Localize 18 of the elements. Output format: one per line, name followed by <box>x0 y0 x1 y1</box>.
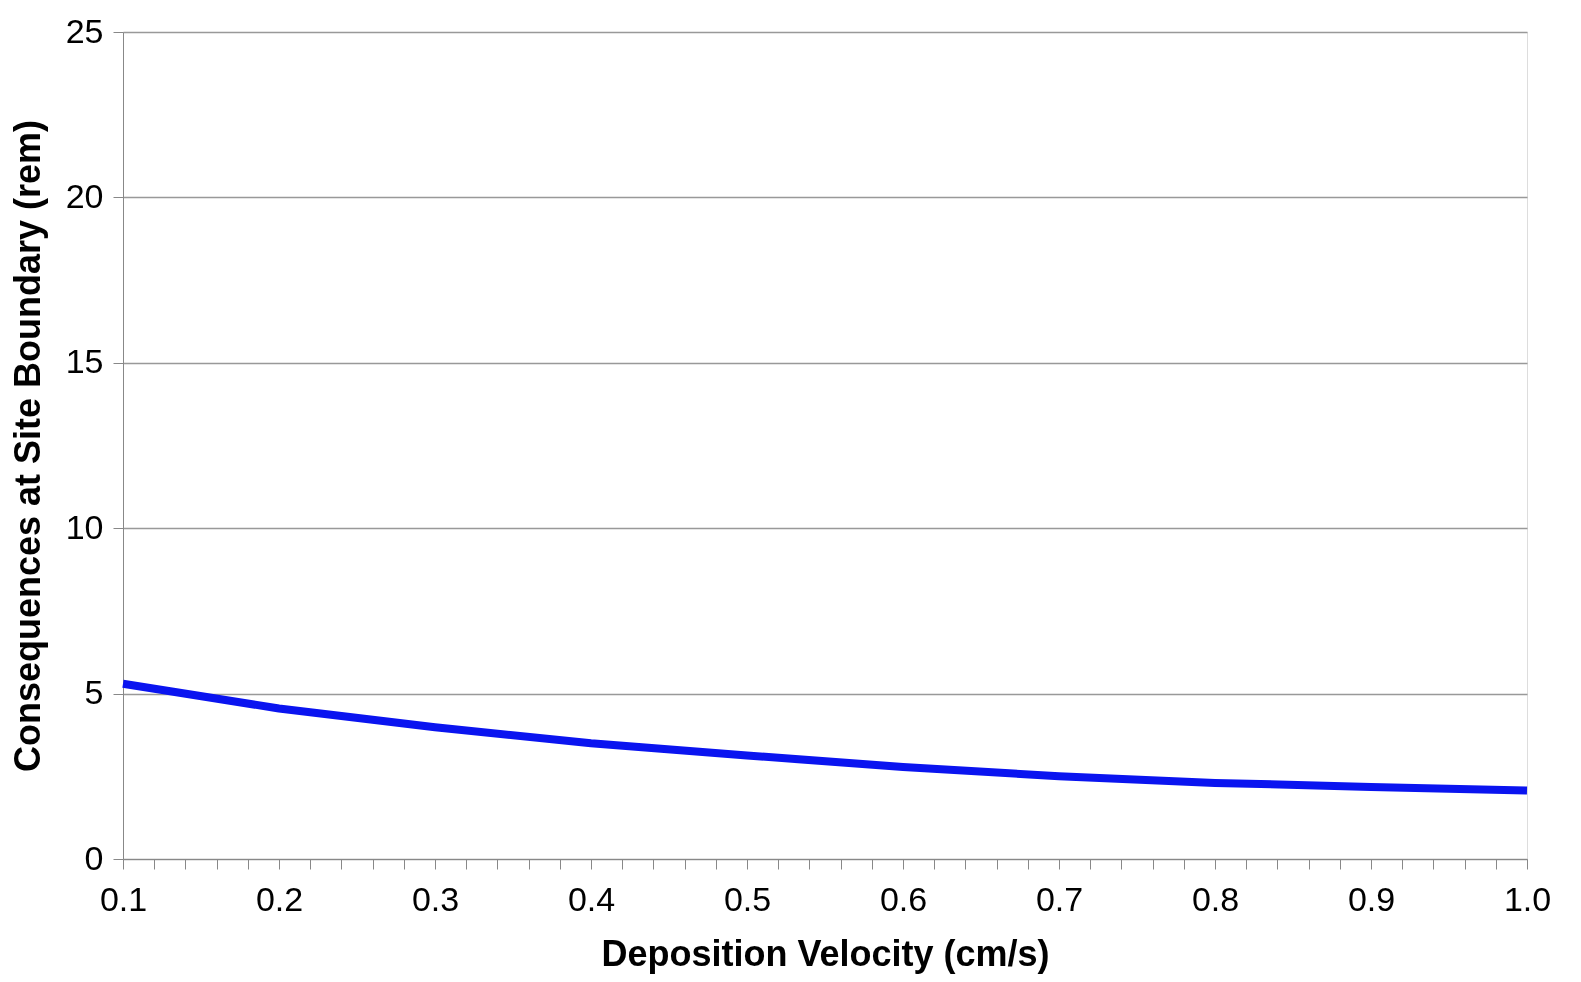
x-tick-label: 0.5 <box>723 879 772 918</box>
y-tick-label: 15 <box>65 342 104 381</box>
x-tick-label: 1.0 <box>1503 879 1552 918</box>
x-tick-label: 0.6 <box>879 879 928 918</box>
x-tick-label: 0.4 <box>567 879 616 918</box>
x-tick-label: 0.7 <box>1035 879 1084 918</box>
y-tick-label: 20 <box>65 176 104 215</box>
x-tick-label: 0.2 <box>255 879 304 918</box>
x-axis-title: Deposition Velocity (cm/s) <box>601 932 1050 974</box>
y-tick-label: 0 <box>84 838 104 877</box>
y-tick-label: 5 <box>84 673 104 712</box>
y-axis-title: Consequences at Site Boundary (rem) <box>6 119 48 773</box>
x-tick-label: 0.8 <box>1191 879 1240 918</box>
y-tick-label: 25 <box>65 11 104 50</box>
y-tick-label: 10 <box>65 507 104 546</box>
x-tick-label: 0.1 <box>99 879 148 918</box>
x-tick-label: 0.9 <box>1347 879 1396 918</box>
x-tick-label: 0.3 <box>411 879 460 918</box>
